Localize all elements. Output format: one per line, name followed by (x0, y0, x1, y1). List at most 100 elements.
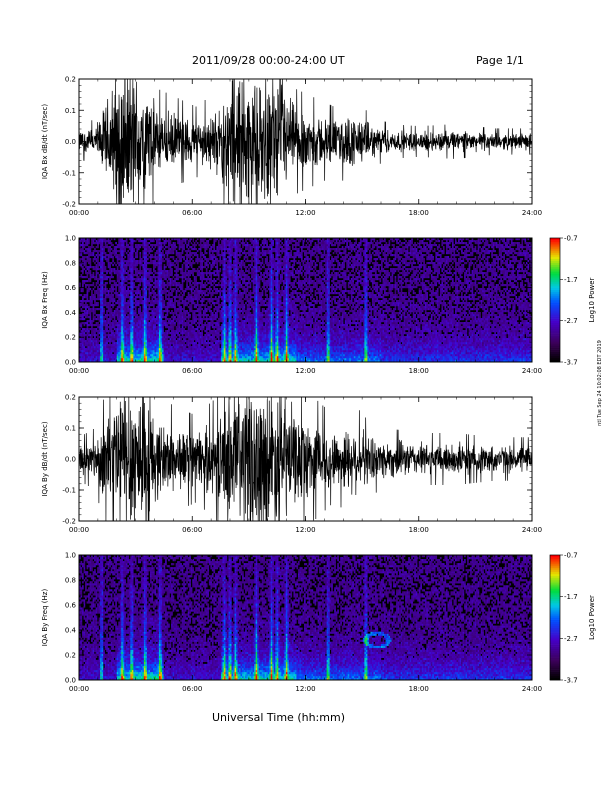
spectrogram-cell (215, 302, 217, 304)
spectrogram-cell (224, 266, 226, 268)
spectrogram-cell (114, 336, 116, 338)
spectrogram-cell (188, 250, 190, 252)
spectrogram-cell (97, 304, 99, 306)
spectrogram-cell (144, 328, 146, 330)
spectrogram-cell (212, 250, 214, 252)
spectrogram-cell (117, 354, 119, 356)
spectrogram-cell (90, 296, 92, 298)
spectrogram-cell (167, 304, 169, 306)
spectrogram-cell (153, 352, 155, 354)
spectrogram-cell (88, 252, 90, 254)
spectrogram-cell (164, 356, 166, 358)
spectrogram-cell (82, 310, 84, 312)
spectrogram-cell (118, 342, 120, 344)
spectrogram-cell (123, 308, 125, 310)
spectrogram-cell (114, 324, 116, 326)
spectrogram-cell (162, 246, 164, 248)
spectrogram-cell (147, 288, 149, 290)
spectrogram-cell (135, 352, 137, 354)
spectrogram-cell (212, 354, 214, 356)
spectrogram-cell (219, 328, 221, 330)
spectrogram-cell (117, 348, 119, 350)
spectrogram-cell (81, 330, 83, 332)
spectrogram-cell (141, 342, 143, 344)
spectrogram-cell (198, 244, 200, 246)
spectrogram-cell (162, 298, 164, 300)
spectrogram-cell (115, 324, 117, 326)
spectrogram-cell (225, 324, 227, 326)
spectrogram-cell (222, 358, 224, 360)
spectrogram-cell (99, 298, 101, 300)
spectrogram-cell (218, 358, 220, 360)
spectrogram-cell (141, 354, 143, 356)
spectrogram-cell (168, 266, 170, 268)
spectrogram-cell (99, 288, 101, 290)
spectrogram-cell (121, 308, 123, 310)
spectrogram-cell (182, 268, 184, 270)
spectrogram-cell (109, 326, 111, 328)
spectrogram-cell (203, 256, 205, 258)
spectrogram-cell (136, 254, 138, 256)
spectrogram-cell (147, 350, 149, 352)
spectrogram-cell (103, 318, 105, 320)
spectrogram-cell (179, 320, 181, 322)
spectrogram-cell (195, 318, 197, 320)
spectrogram-cell (206, 264, 208, 266)
spectrogram-cell (227, 252, 229, 254)
spectrogram-cell (195, 290, 197, 292)
spectrogram-cell (144, 268, 146, 270)
spectrogram-cell (99, 242, 101, 244)
spectrogram-cell (123, 270, 125, 272)
spectrogram-cell (165, 266, 167, 268)
spectrogram-cell (204, 340, 206, 342)
spectrogram-cell (129, 276, 131, 278)
spectrogram-cell (215, 290, 217, 292)
spectrogram-cell (94, 328, 96, 330)
spectrogram-cell (155, 262, 157, 264)
spectrogram-cell (159, 318, 161, 320)
spectrogram-cell (138, 324, 140, 326)
spectrogram-cell (182, 294, 184, 296)
spectrogram-cell (126, 260, 128, 262)
spectrogram-cell (222, 278, 224, 280)
spectrogram-cell (200, 306, 202, 308)
spectrogram-cell (158, 326, 160, 328)
spectrogram-cell (127, 314, 129, 316)
spectrogram-cell (219, 316, 221, 318)
spectrogram-cell (161, 284, 163, 286)
spectrogram-cell (81, 300, 83, 302)
spectrogram-cell (148, 344, 150, 346)
spectrogram-cell (105, 302, 107, 304)
spectrogram-cell (173, 248, 175, 250)
spectrogram-cell (129, 296, 131, 298)
spectrogram-cell (112, 288, 114, 290)
spectrogram-cell (118, 270, 120, 272)
spectrogram-cell (103, 300, 105, 302)
spectrogram-cell (133, 284, 135, 286)
spectrogram-cell (213, 264, 215, 266)
spectrogram-cell (133, 340, 135, 342)
spectrogram-cell (156, 312, 158, 314)
spectrogram-cell (112, 280, 114, 282)
spectrogram-cell (96, 340, 98, 342)
spectrogram-cell (216, 332, 218, 334)
spectrogram-cell (118, 336, 120, 338)
spectrogram-cell (180, 244, 182, 246)
spectrogram-cell (150, 332, 152, 334)
spectrogram-cell (100, 260, 102, 262)
spectrogram-cell (170, 248, 172, 250)
spectrogram-cell (189, 282, 191, 284)
spectrogram-cell (201, 244, 203, 246)
spectrogram-cell (118, 344, 120, 346)
spectrogram-cell (209, 324, 211, 326)
spectrogram-cell (118, 298, 120, 300)
spectrogram-cell (183, 354, 185, 356)
spectrogram-cell (182, 288, 184, 290)
spectrogram-cell (124, 328, 126, 330)
spectrogram-cell (203, 296, 205, 298)
spectrogram-cell (174, 266, 176, 268)
spectrogram-cell (94, 350, 96, 352)
spectrogram-cell (224, 346, 226, 348)
spectrogram-cell (203, 300, 205, 302)
spectrogram-cell (136, 276, 138, 278)
